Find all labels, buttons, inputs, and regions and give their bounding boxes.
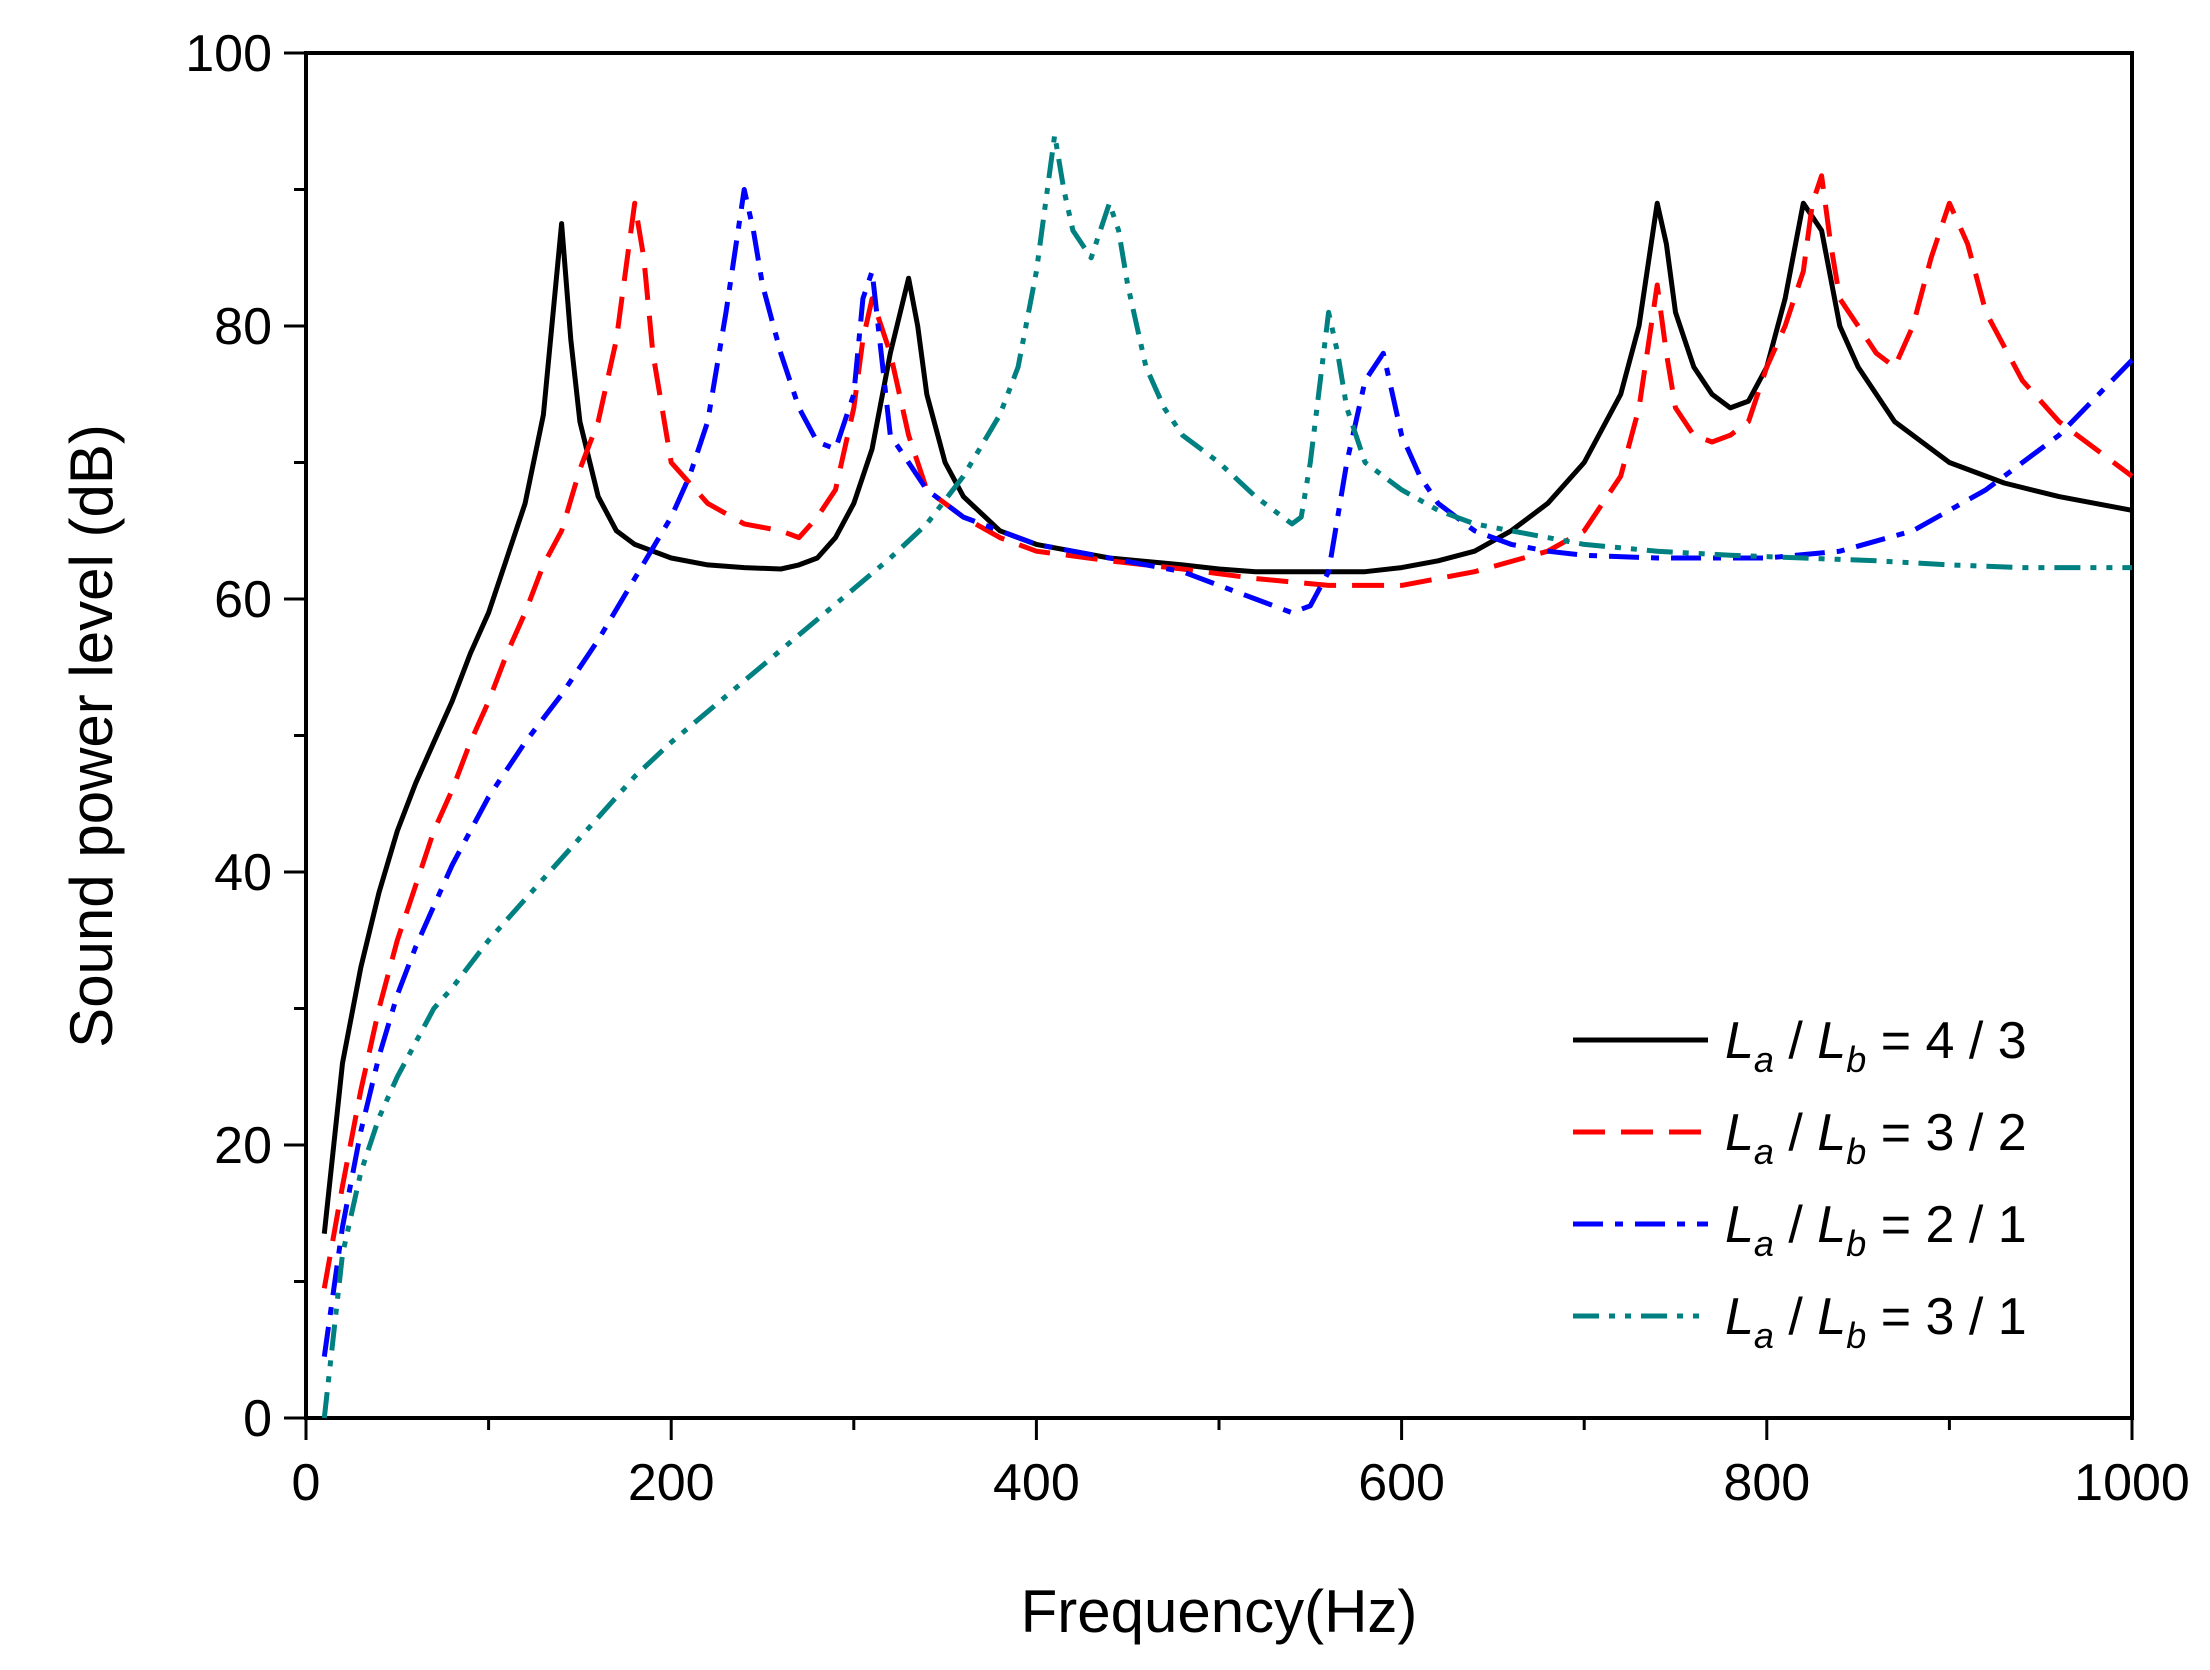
x-axis-title: Frequency(Hz) (1021, 1578, 1418, 1645)
tick-labels: 0 200 400 600 800 1000 0 20 40 60 80 100 (185, 25, 2190, 1512)
y-tick-label-40: 40 (214, 844, 272, 902)
legend-label-3: La / Lb = 2 / 1 (1725, 1196, 2027, 1264)
series-line-2 (321, 173, 2134, 1289)
legend-label-2: La / Lb = 3 / 2 (1725, 1104, 2027, 1172)
x-tick-label-200: 200 (628, 1454, 715, 1512)
y-tick-label-20: 20 (214, 1117, 272, 1175)
x-tick-label-600: 600 (1358, 1454, 1445, 1512)
legend: La / Lb = 4 / 3 La / Lb = 3 / 2 La / Lb = … (1573, 1012, 2027, 1356)
x-tick-label-1000: 1000 (2074, 1454, 2190, 1512)
series-layer (321, 132, 2134, 1419)
y-axis-title: Sound power level (dB) (58, 424, 125, 1048)
plot-frame (304, 51, 2134, 1420)
series-line-3 (321, 187, 2134, 1357)
y-tick-label-60: 60 (214, 571, 272, 629)
x-tick-label-800: 800 (1723, 1454, 1810, 1512)
x-tick-label-400: 400 (993, 1454, 1080, 1512)
axis-ticks (284, 51, 2134, 1440)
x-tick-label-0: 0 (292, 1454, 321, 1512)
series-line-4 (321, 132, 2132, 1419)
y-tick-label-80: 80 (214, 298, 272, 356)
legend-label-1: La / Lb = 4 / 3 (1725, 1012, 2027, 1080)
y-tick-label-0: 0 (243, 1390, 272, 1448)
y-tick-label-100: 100 (185, 25, 272, 83)
legend-label-4: La / Lb = 3 / 1 (1725, 1288, 2027, 1356)
series-line-1 (321, 200, 2133, 1234)
